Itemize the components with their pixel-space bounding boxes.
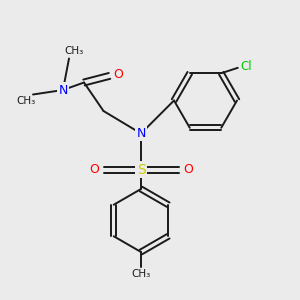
Text: CH₃: CH₃: [65, 46, 84, 56]
Text: S: S: [136, 163, 146, 176]
Text: CH₃: CH₃: [17, 95, 36, 106]
Text: Cl: Cl: [240, 60, 252, 73]
Text: O: O: [113, 68, 123, 81]
Text: N: N: [58, 83, 68, 97]
Text: O: O: [183, 163, 193, 176]
Text: CH₃: CH₃: [131, 268, 151, 279]
Text: O: O: [89, 163, 99, 176]
Text: N: N: [136, 127, 146, 140]
